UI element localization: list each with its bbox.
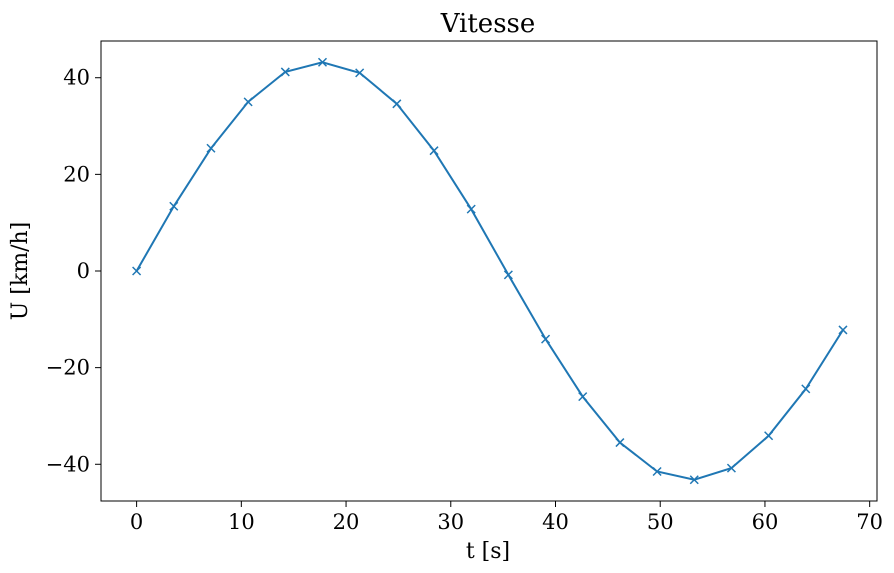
data-point (838, 325, 848, 335)
x-axis-label: t [s] (466, 539, 510, 564)
x-axis: 0 10 20 30 40 50 60 70 (130, 501, 883, 534)
data-point (355, 68, 365, 78)
data-point (764, 431, 774, 441)
x-tick-label: 50 (647, 510, 674, 534)
data-point (206, 143, 216, 153)
y-tick-label: −20 (46, 356, 90, 380)
x-tick-label: 10 (228, 510, 255, 534)
y-tick-label: 20 (63, 162, 90, 186)
series-line (135, 61, 844, 481)
data-point (392, 99, 402, 109)
x-tick-label: 60 (752, 510, 779, 534)
data-point (169, 201, 179, 211)
y-tick-label: 0 (77, 259, 90, 283)
data-point (503, 270, 513, 280)
data-point (243, 97, 253, 107)
y-axis-label: U [km/h] (8, 222, 33, 320)
data-point (280, 67, 290, 77)
chart-title: Vitesse (440, 9, 536, 39)
data-point (652, 466, 662, 477)
y-tick-label: −40 (46, 452, 90, 476)
data-point (801, 384, 811, 394)
x-tick-label: 40 (542, 510, 569, 534)
y-tick-label: 40 (63, 66, 90, 90)
y-axis: −40 −20 0 20 40 (46, 66, 101, 476)
x-tick-label: 30 (437, 510, 464, 534)
data-point (541, 334, 551, 344)
data-point (466, 204, 476, 214)
series-markers (132, 57, 848, 485)
x-tick-label: 20 (333, 510, 360, 534)
data-point (578, 392, 588, 402)
x-tick-label: 0 (130, 510, 143, 534)
data-point (689, 475, 699, 485)
data-point (726, 463, 736, 473)
data-point (615, 438, 625, 448)
plot-area-frame (100, 40, 878, 502)
x-tick-label: 70 (856, 510, 883, 534)
data-point (429, 146, 439, 156)
data-point (317, 57, 328, 67)
data-point (132, 266, 142, 276)
